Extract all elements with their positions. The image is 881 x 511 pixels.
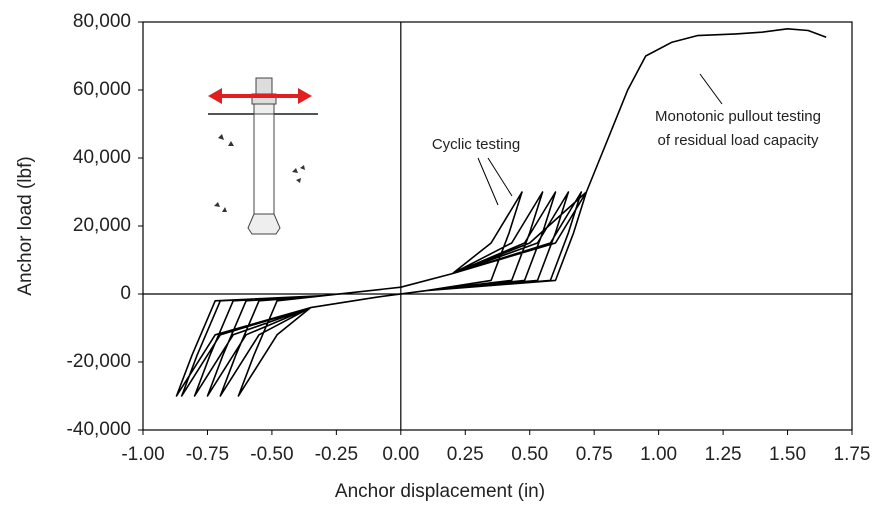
y-tick-label: 60,000 — [73, 79, 131, 100]
x-tick-label: 0.50 — [511, 444, 548, 465]
x-tick-label: 0.25 — [447, 444, 484, 465]
annotation: Monotonic pullout testing — [655, 108, 821, 125]
y-tick-label: 0 — [120, 283, 131, 304]
x-tick-label: -0.75 — [186, 444, 229, 465]
y-tick-label: 80,000 — [73, 11, 131, 32]
x-tick-label: 0.00 — [382, 444, 419, 465]
y-tick-label: -40,000 — [67, 419, 131, 440]
x-tick-label: 1.50 — [769, 444, 806, 465]
y-tick-label: -20,000 — [67, 351, 131, 372]
anchor-icon — [208, 77, 318, 235]
x-axis-label: Anchor displacement (in) — [335, 481, 545, 502]
leader-lines — [477, 73, 723, 206]
annotation: of residual load capacity — [658, 132, 819, 149]
x-tick-label: 1.75 — [834, 444, 871, 465]
x-tick-label: -0.50 — [250, 444, 293, 465]
y-tick-label: 20,000 — [73, 215, 131, 236]
x-tick-label: 0.75 — [576, 444, 613, 465]
data-line — [175, 28, 827, 397]
x-tick-label: -1.00 — [121, 444, 164, 465]
annotation: Cyclic testing — [432, 136, 520, 153]
x-tick-label: 1.25 — [705, 444, 742, 465]
y-axis-label: Anchor load (lbf) — [15, 156, 36, 295]
y-tick-label: 40,000 — [73, 147, 131, 168]
x-tick-label: -0.25 — [315, 444, 358, 465]
x-tick-label: 1.00 — [640, 444, 677, 465]
